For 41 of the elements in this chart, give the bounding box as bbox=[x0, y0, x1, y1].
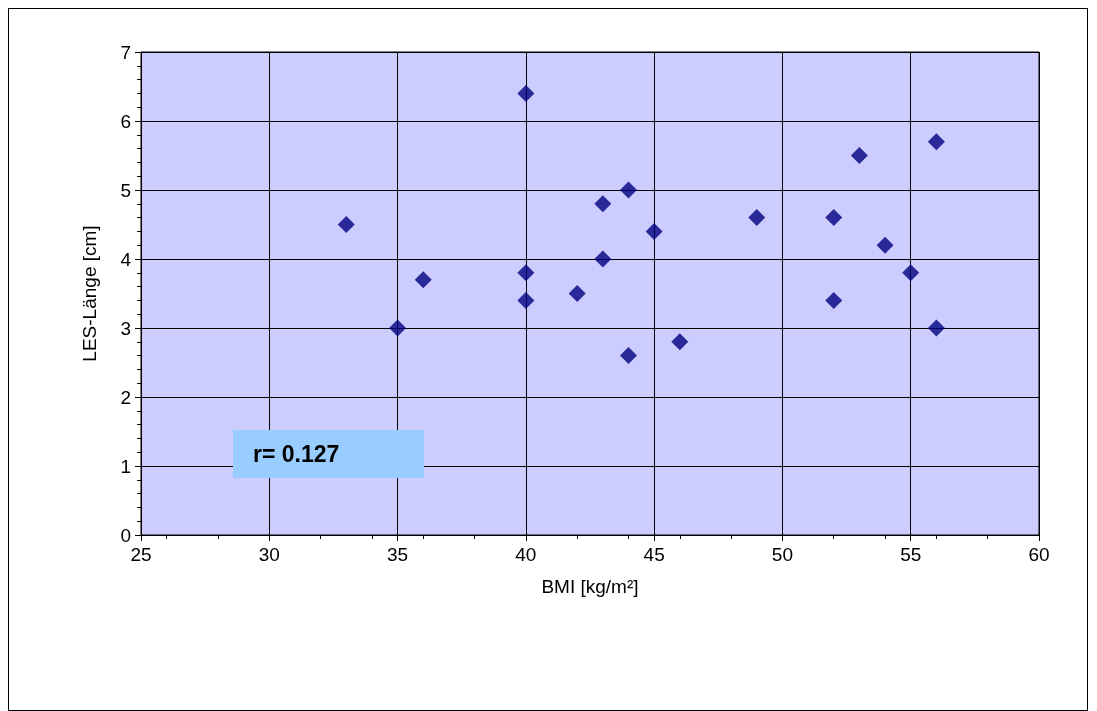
y-tick-label: 1 bbox=[120, 455, 131, 477]
y-tick-label: 6 bbox=[120, 110, 131, 132]
x-tick-label: 50 bbox=[771, 544, 793, 565]
x-tick-label: 60 bbox=[1028, 544, 1050, 565]
point bbox=[517, 84, 535, 102]
point bbox=[927, 319, 945, 337]
x-tick-label: 40 bbox=[515, 544, 537, 565]
point bbox=[671, 333, 689, 351]
point bbox=[927, 133, 945, 151]
point bbox=[594, 250, 612, 268]
point bbox=[568, 285, 586, 302]
y-tick-label: 4 bbox=[120, 248, 132, 270]
note-box: r= 0.127 bbox=[233, 430, 424, 478]
point bbox=[517, 291, 535, 309]
y-tick-label: 3 bbox=[120, 317, 131, 339]
x-tick-label: 45 bbox=[643, 544, 665, 565]
point bbox=[748, 209, 766, 227]
point bbox=[619, 181, 637, 199]
point bbox=[645, 222, 663, 240]
y-tick-label: 5 bbox=[120, 179, 131, 201]
x-tick-label: 35 bbox=[387, 544, 409, 565]
point bbox=[902, 264, 920, 282]
x-tick-label: 25 bbox=[130, 544, 152, 565]
y-tick-label: 2 bbox=[120, 386, 131, 408]
x-axis-title: BMI [kg/m²] bbox=[541, 576, 639, 597]
point bbox=[619, 347, 637, 365]
x-tick-label: 55 bbox=[900, 544, 922, 565]
point bbox=[594, 195, 612, 213]
point bbox=[825, 291, 843, 309]
x-tick-label: 30 bbox=[258, 544, 280, 565]
point bbox=[414, 271, 432, 289]
annotation: r= 0.127 bbox=[253, 441, 340, 467]
point bbox=[517, 264, 535, 282]
point bbox=[337, 216, 355, 233]
point bbox=[825, 209, 843, 227]
y-tick-label: 7 bbox=[120, 41, 131, 63]
point bbox=[850, 147, 868, 164]
y-axis-title: LES-Länge [cm] bbox=[79, 225, 100, 362]
point bbox=[389, 319, 407, 337]
y-tick-label: 0 bbox=[120, 524, 131, 546]
point bbox=[876, 236, 894, 254]
